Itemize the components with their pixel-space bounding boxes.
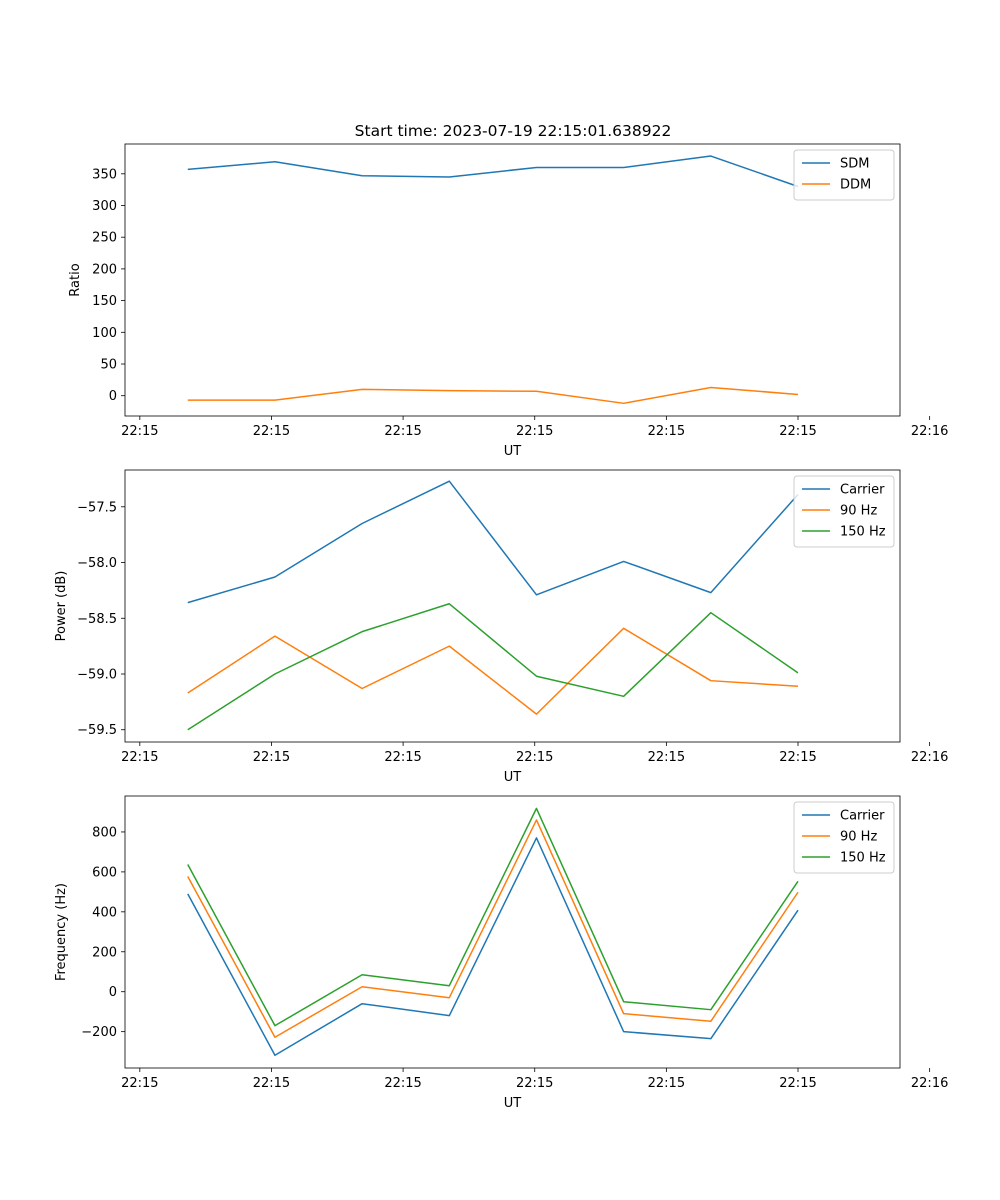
ratio-y-tick-label: 150 bbox=[92, 294, 117, 309]
power-legend-label: 90 Hz bbox=[840, 504, 877, 519]
ratio-legend: SDM DDM bbox=[793, 149, 895, 201]
ratio-y-tick-label: 100 bbox=[92, 326, 117, 341]
ratio-x-axis-label: UT bbox=[504, 444, 522, 459]
frequency-y-tick-label: −200 bbox=[81, 1025, 117, 1040]
power-axes-frame bbox=[124, 469, 901, 743]
ratio-y-tick-label: 50 bbox=[100, 358, 117, 373]
power-series-150-hz-line bbox=[187, 603, 799, 731]
power-x-tick-label: 22:15 bbox=[253, 750, 290, 765]
frequency-series-90-hz-line bbox=[187, 819, 799, 1038]
ratio-series-sdm-line bbox=[187, 155, 799, 188]
ratio-y-tick-label: 0 bbox=[109, 389, 117, 404]
frequency-x-tick-label: 22:15 bbox=[648, 1076, 685, 1091]
power-series-carrier-line bbox=[187, 480, 799, 604]
frequency-axes-frame bbox=[124, 795, 901, 1069]
frequency-y-tick-label: 0 bbox=[109, 985, 117, 1000]
ratio-y-tick-label: 350 bbox=[92, 167, 117, 182]
power-y-tick-label: −59.5 bbox=[77, 723, 117, 738]
frequency-legend: Carrier 90 Hz 150 Hz bbox=[793, 801, 895, 874]
frequency-y-tick-label: 400 bbox=[92, 905, 117, 920]
frequency-y-tick-label: 800 bbox=[92, 825, 117, 840]
ratio-x-tick-label: 22:15 bbox=[648, 424, 685, 439]
power-x-tick-label: 22:15 bbox=[384, 750, 421, 765]
ratio-y-axis-label: Ratio bbox=[68, 263, 83, 296]
frequency-y-tick-label: 600 bbox=[92, 865, 117, 880]
frequency-x-tick-label: 22:16 bbox=[911, 1076, 948, 1091]
ratio-x-tick-label: 22:15 bbox=[384, 424, 421, 439]
frequency-x-axis-label: UT bbox=[504, 1096, 522, 1111]
frequency-y-axis-label: Frequency (Hz) bbox=[54, 883, 69, 981]
frequency-x-tick-label: 22:15 bbox=[121, 1076, 158, 1091]
frequency-legend-frame bbox=[793, 801, 895, 874]
ratio-x-tick-label: 22:15 bbox=[253, 424, 290, 439]
power-y-tick-label: −58.0 bbox=[77, 556, 117, 571]
frequency-x-tick-label: 22:15 bbox=[516, 1076, 553, 1091]
ratio-series-ddm-line bbox=[187, 386, 799, 405]
power-series-90-hz-line bbox=[187, 627, 799, 715]
power-y-tick-label: −58.5 bbox=[77, 612, 117, 627]
ratio-axes-frame bbox=[124, 143, 901, 417]
frequency-y-tick-label: 200 bbox=[92, 945, 117, 960]
power-x-tick-label: 22:15 bbox=[648, 750, 685, 765]
frequency-series-carrier-line bbox=[187, 837, 799, 1056]
power-y-tick-label: −57.5 bbox=[77, 500, 117, 515]
ratio-y-tick-label: 250 bbox=[92, 231, 117, 246]
frequency-panel: 22:15 22:15 22:15 22:15 22:15 22:15 22:16 −200 0… bbox=[54, 795, 948, 1111]
ratio-x-tick-label: 22:15 bbox=[121, 424, 158, 439]
frequency-legend-label: Carrier bbox=[840, 809, 885, 824]
frequency-x-tick-label: 22:15 bbox=[779, 1076, 816, 1091]
frequency-x-tick-label: 22:15 bbox=[253, 1076, 290, 1091]
ratio-x-tick-label: 22:15 bbox=[516, 424, 553, 439]
power-legend-label: Carrier bbox=[840, 483, 885, 498]
power-legend-label: 150 Hz bbox=[840, 525, 886, 540]
ratio-y-tick-label: 300 bbox=[92, 199, 117, 214]
power-legend: Carrier 90 Hz 150 Hz bbox=[793, 475, 895, 548]
power-panel: 22:15 22:15 22:15 22:15 22:15 22:15 22:16 −59.5… bbox=[54, 469, 948, 785]
frequency-series-150-hz-line bbox=[187, 807, 799, 1027]
frequency-legend-label: 150 Hz bbox=[840, 851, 886, 866]
power-x-axis-label: UT bbox=[504, 770, 522, 785]
power-x-tick-label: 22:15 bbox=[121, 750, 158, 765]
power-y-tick-label: −59.0 bbox=[77, 668, 117, 683]
figure-title: Start time: 2023-07-19 22:15:01.638922 bbox=[355, 122, 672, 140]
ratio-legend-label: SDM bbox=[840, 157, 869, 172]
frequency-x-tick-label: 22:15 bbox=[384, 1076, 421, 1091]
ratio-x-tick-label: 22:16 bbox=[911, 424, 948, 439]
power-legend-frame bbox=[793, 475, 895, 548]
frequency-legend-label: 90 Hz bbox=[840, 830, 877, 845]
power-x-tick-label: 22:15 bbox=[779, 750, 816, 765]
ratio-legend-label: DDM bbox=[840, 178, 871, 193]
power-y-axis-label: Power (dB) bbox=[54, 571, 69, 642]
ratio-panel: 22:15 22:15 22:15 22:15 22:15 22:15 22:16 0 50 10… bbox=[68, 143, 948, 459]
ratio-x-tick-label: 22:15 bbox=[779, 424, 816, 439]
power-x-tick-label: 22:15 bbox=[516, 750, 553, 765]
power-x-tick-label: 22:16 bbox=[911, 750, 948, 765]
ratio-y-tick-label: 200 bbox=[92, 262, 117, 277]
